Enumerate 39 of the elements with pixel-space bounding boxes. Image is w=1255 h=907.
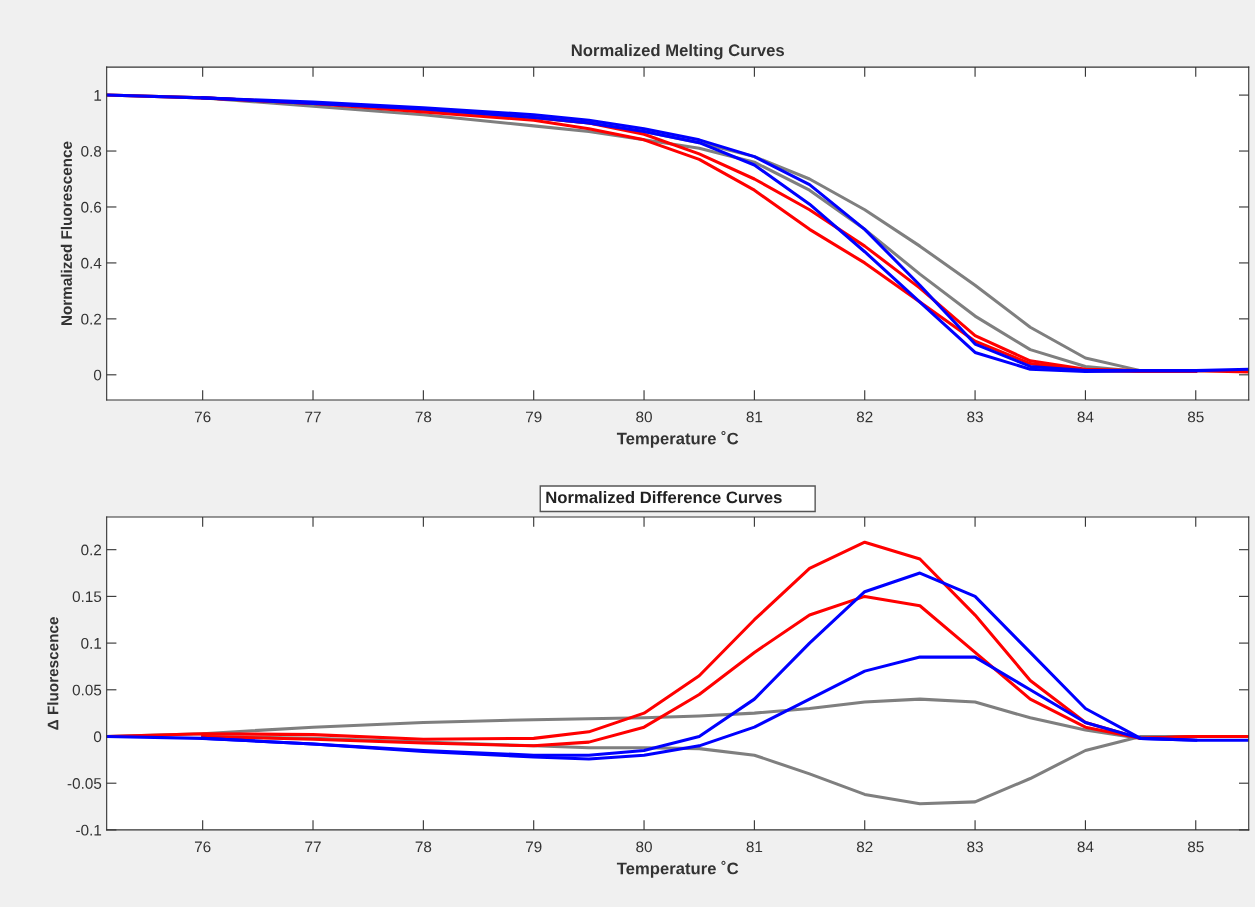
y-axis-title: Normalized Fluorescence [60, 141, 72, 326]
x-tick-label: 78 [415, 411, 432, 423]
x-tick-label: 79 [525, 841, 542, 853]
x-tick-label: 82 [856, 841, 873, 853]
x-tick-label: 83 [967, 411, 983, 423]
x-tick-label: 76 [194, 841, 211, 853]
y-tick-label: 1 [94, 90, 102, 101]
x-tick-label: 80 [636, 411, 652, 423]
y-tick-label: -0.05 [67, 778, 102, 789]
x-tick-label: 83 [967, 841, 983, 853]
x-tick-label: 81 [746, 841, 763, 853]
x-axis-title: Temperature ˚C [616, 430, 739, 448]
x-tick-label: 78 [415, 841, 432, 853]
y-tick-label: 0.6 [81, 201, 102, 213]
y-tick-label: 0.1 [81, 637, 102, 649]
y-tick-label: 0 [93, 731, 102, 743]
y-tick-label: 0.2 [81, 313, 102, 325]
x-tick-label: 77 [305, 411, 321, 423]
y-tick-label: 0.15 [72, 591, 102, 603]
x-axis-title: Temperature ˚C [616, 860, 739, 878]
y-tick-label: 0 [93, 369, 102, 381]
x-tick-label: 81 [746, 411, 763, 423]
y-axis-title: Δ Fluorescence [47, 617, 59, 730]
y-tick-label: 0.05 [72, 684, 102, 696]
x-tick-label: 85 [1187, 411, 1204, 423]
y-tick-label: 0.8 [81, 145, 102, 157]
x-tick-label: 77 [305, 841, 321, 853]
chart-title: Normalized Difference Curves [546, 491, 782, 504]
x-tick-label: 84 [1077, 841, 1094, 853]
x-tick-label: 76 [194, 411, 211, 423]
y-tick-label: -0.1 [76, 824, 102, 836]
y-tick-label: 0.2 [81, 544, 102, 556]
x-tick-label: 79 [525, 411, 542, 423]
x-tick-label: 84 [1077, 411, 1094, 423]
x-tick-label: 85 [1187, 841, 1204, 853]
x-tick-label: 82 [856, 411, 873, 423]
chart-title: Normalized Melting Curves [571, 43, 784, 60]
x-tick-label: 80 [636, 841, 652, 853]
y-tick-label: 0.4 [81, 257, 102, 269]
